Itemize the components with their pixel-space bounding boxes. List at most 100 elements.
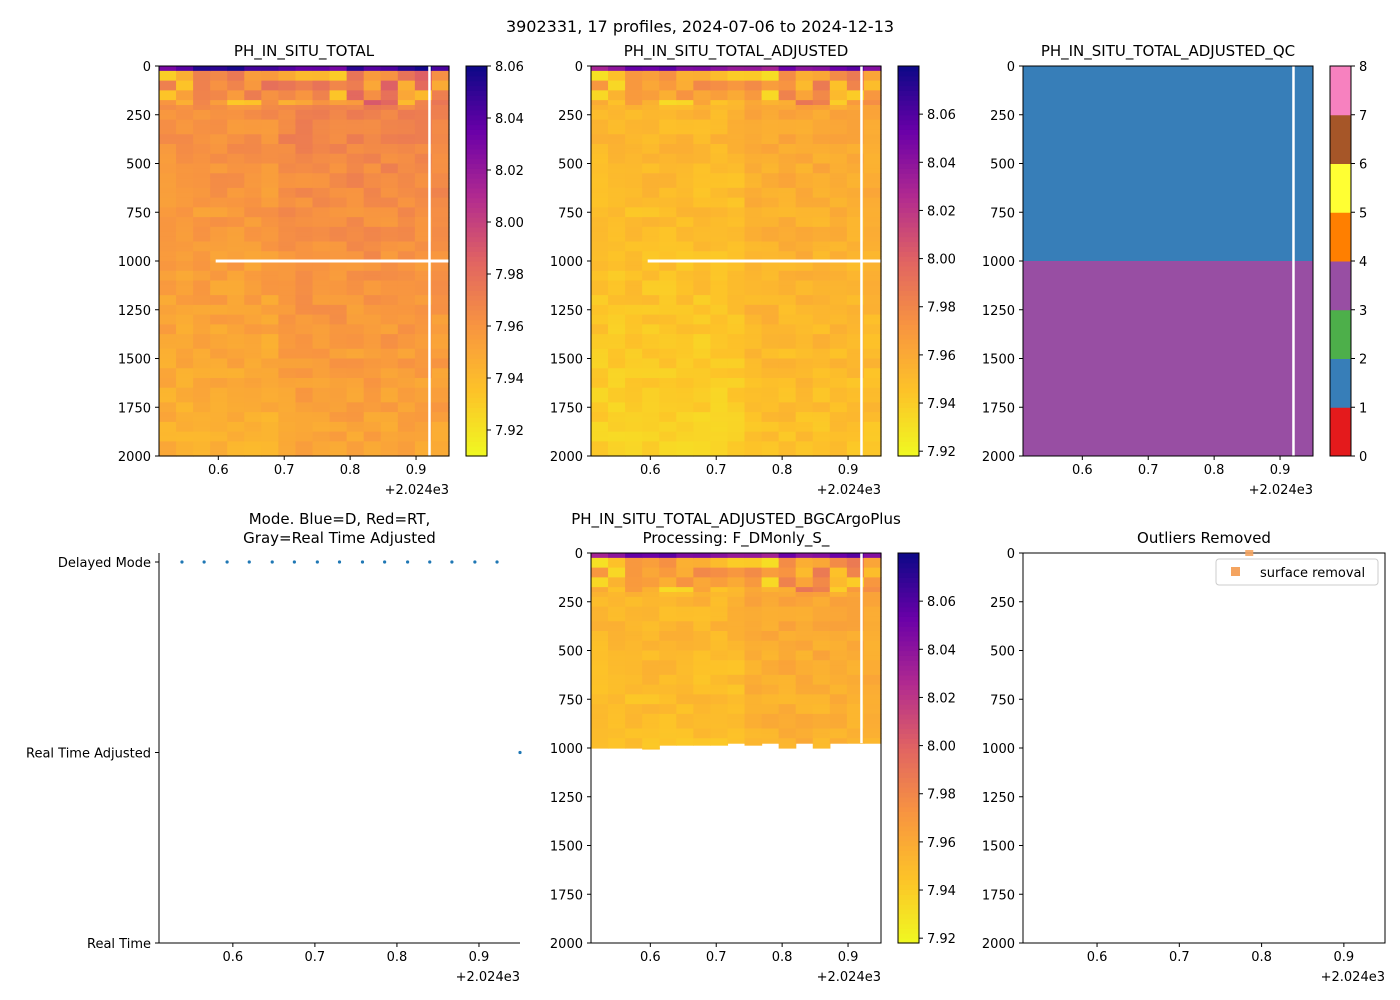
heatmap-cell [346, 226, 365, 233]
heatmap-cell [727, 601, 746, 608]
heatmap-cell [295, 187, 314, 194]
heatmap-cell [608, 222, 626, 228]
heatmap-cell [812, 66, 831, 72]
heatmap-cell [278, 285, 297, 291]
heatmap-cell [176, 222, 194, 228]
heatmap-cell [431, 348, 450, 355]
heatmap-cell [846, 738, 865, 744]
heatmap-cell [414, 212, 433, 218]
colorbar-segment [898, 743, 919, 749]
heatmap-cell [278, 153, 297, 160]
heatmap-cell [431, 392, 450, 399]
heatmap-cell [431, 80, 450, 87]
heatmap-cell [761, 679, 780, 686]
heatmap-cell [710, 655, 729, 661]
heatmap-cell [642, 109, 660, 116]
heatmap-cell [863, 709, 882, 715]
x-offset-label: +2.024e3 [1321, 970, 1385, 985]
heatmap-cell [710, 129, 729, 135]
heatmap-cell [744, 85, 763, 91]
heatmap-cell [295, 446, 314, 452]
heatmap-cell [346, 207, 365, 213]
heatmap-cell [727, 670, 746, 676]
heatmap-cell [863, 436, 882, 442]
heatmap-cell [312, 314, 331, 321]
heatmap-cell [846, 704, 865, 710]
heatmap-cell [363, 319, 382, 325]
heatmap-cell [659, 66, 677, 72]
heatmap-cell [312, 109, 331, 116]
heatmap-cell [176, 304, 194, 311]
heatmap-cell [244, 397, 262, 403]
heatmap-cell [227, 426, 245, 433]
heatmap-cell [431, 270, 450, 277]
heatmap-cell [261, 363, 280, 369]
heatmap-cell [591, 192, 609, 199]
heatmap-cell [312, 329, 331, 335]
heatmap-cell [625, 684, 643, 691]
colorbar-segment [466, 387, 487, 394]
heatmap-cell [795, 572, 814, 578]
heatmap-cell [380, 387, 399, 394]
heatmap-cell [795, 426, 814, 433]
colorbar-tick-label: 8.00 [927, 253, 956, 268]
heatmap-cell [676, 397, 694, 403]
heatmap-cell [659, 728, 677, 734]
heatmap-cell [676, 660, 694, 666]
colorbar: 7.927.947.967.988.008.028.048.06 [465, 60, 524, 457]
heatmap-cell [431, 178, 450, 184]
heatmap-cell [812, 70, 831, 77]
x-offset-label: +2.024e3 [817, 483, 881, 498]
colorbar-tick-label: 8.06 [927, 108, 956, 123]
heatmap-cell [744, 187, 763, 194]
heatmap-cell [591, 285, 609, 291]
heatmap-cell [795, 339, 814, 345]
heatmap-cell [744, 148, 763, 155]
heatmap-cell [846, 261, 865, 267]
heatmap-cell [778, 417, 797, 423]
heatmap-cell [608, 300, 626, 306]
heatmap-cell [642, 85, 660, 91]
heatmap-cell [346, 426, 365, 433]
heatmap-cell [625, 270, 643, 277]
heatmap-cell [346, 134, 365, 140]
heatmap-cell [642, 417, 660, 423]
heatmap-cell [591, 704, 609, 710]
colorbar-tick-label: 7.96 [495, 320, 524, 335]
heatmap-cell [676, 611, 694, 617]
heatmap-cell [795, 256, 814, 262]
heatmap-cell [227, 407, 245, 413]
heatmap-cell [642, 348, 660, 355]
heatmap-cell [744, 70, 763, 77]
colorbar-segment [898, 192, 919, 199]
heatmap-cell [846, 134, 865, 140]
heatmap-cell [608, 183, 626, 189]
heatmap-cell [761, 153, 780, 160]
colorbar-segment [898, 567, 919, 574]
heatmap-cell [210, 353, 228, 360]
heatmap-cell [812, 144, 831, 150]
heatmap-cell [642, 343, 660, 350]
colorbar-segment [898, 407, 919, 413]
x-tick-label: 0.9 [469, 950, 490, 965]
x-tick-label: 0.6 [222, 950, 243, 965]
heatmap-cell [608, 674, 626, 681]
heatmap-cell [431, 90, 450, 96]
heatmap-cell [812, 134, 831, 140]
heatmap-cell [210, 261, 228, 267]
heatmap-cell [312, 256, 331, 262]
heatmap-cell [278, 309, 297, 316]
heatmap-cell [727, 378, 746, 384]
heatmap-cell [227, 446, 245, 452]
heatmap-cell [608, 577, 626, 583]
heatmap-cell [727, 674, 746, 681]
heatmap-cell [312, 412, 331, 418]
heatmap-cell [676, 300, 694, 306]
heatmap-cell [591, 601, 609, 608]
heatmap-cell [863, 397, 882, 403]
heatmap-cell [431, 207, 450, 213]
heatmap-cell [676, 582, 694, 588]
colorbar-segment [466, 290, 487, 296]
legend-label: surface removal [1260, 566, 1365, 581]
heatmap-cell [795, 567, 814, 574]
